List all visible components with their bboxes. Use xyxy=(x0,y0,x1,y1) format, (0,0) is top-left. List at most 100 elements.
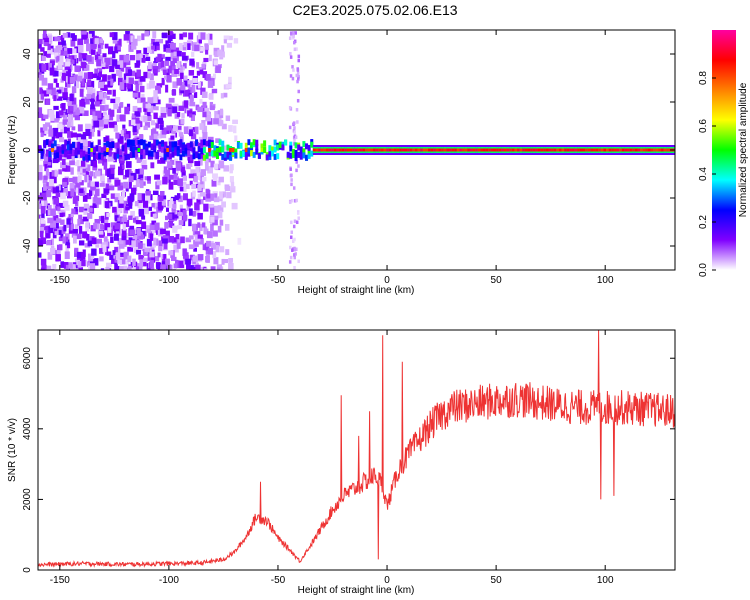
heatmap-cell xyxy=(75,109,80,115)
heatmap-cell xyxy=(200,87,206,95)
heatmap-cell xyxy=(307,152,311,159)
heatmap-cell xyxy=(43,183,48,191)
colorbar-label: Normalized spectral amplitude xyxy=(738,82,749,217)
heatmap-cell xyxy=(45,139,49,146)
heatmap-cell xyxy=(99,232,106,238)
heatmap-cell xyxy=(91,80,95,88)
heatmap-cell xyxy=(373,148,377,152)
heatmap-cell xyxy=(139,234,145,240)
heatmap-cell xyxy=(200,169,206,176)
heatmap-cell xyxy=(564,148,568,152)
heatmap-cell xyxy=(566,148,570,152)
heatmap-cell xyxy=(218,146,222,153)
heatmap-cell xyxy=(148,206,152,211)
heatmap-cell xyxy=(608,148,612,152)
heatmap-cell xyxy=(592,148,596,152)
heatmap-cell xyxy=(192,153,196,160)
heatmap-cell xyxy=(208,39,213,46)
heatmap-cell xyxy=(72,149,76,156)
heatmap-cell xyxy=(90,142,94,149)
heatmap-cell xyxy=(52,175,57,184)
heatmap-cell xyxy=(155,262,161,268)
heatmap-cell xyxy=(82,216,89,222)
heatmap-cell xyxy=(125,169,130,178)
heatmap-cell xyxy=(47,160,52,166)
heatmap-cell xyxy=(61,72,66,81)
heatmap-cell xyxy=(181,170,186,177)
heatmap-cell xyxy=(47,209,51,216)
heatmap-cell xyxy=(409,148,413,152)
heatmap-cell xyxy=(113,124,118,132)
heatmap-cell xyxy=(289,145,293,152)
heatmap-cell xyxy=(53,140,57,147)
heatmap-cell xyxy=(90,186,97,191)
heatmap-cell xyxy=(98,71,102,78)
heatmap-cell xyxy=(194,202,200,211)
heatmap-cell xyxy=(289,255,293,260)
heatmap-cell xyxy=(69,222,73,231)
heatmap-cell xyxy=(161,127,167,135)
heatmap-cell xyxy=(104,104,109,111)
heatmap-cell xyxy=(91,237,97,244)
heatmap-cell xyxy=(118,200,124,208)
heatmap-cell xyxy=(200,32,206,40)
heatmap-cell xyxy=(200,139,204,146)
heatmap-cell xyxy=(116,148,120,155)
heatmap-cell xyxy=(475,148,479,152)
heatmap-cell xyxy=(92,154,96,161)
heatmap-cell xyxy=(214,241,220,247)
heatmap-cell xyxy=(527,148,531,152)
heatmap-cell xyxy=(135,266,140,270)
heatmap-cell xyxy=(396,148,400,152)
heatmap-cell xyxy=(188,70,195,76)
heatmap-cell xyxy=(290,220,293,225)
heatmap-cell xyxy=(165,40,171,45)
heatmap-cell xyxy=(62,165,68,172)
heatmap-cell xyxy=(182,32,188,38)
heatmap-cell xyxy=(62,43,67,51)
heatmap-cell xyxy=(292,121,296,125)
heatmap-cell xyxy=(284,139,288,146)
heatmap-cell xyxy=(78,71,84,79)
heatmap-cell xyxy=(220,93,224,99)
heatmap-cell xyxy=(79,143,83,150)
heatmap-cell xyxy=(260,148,264,152)
heatmap-cell xyxy=(43,40,50,47)
heatmap-cell xyxy=(430,148,434,152)
heatmap-cell xyxy=(291,239,295,243)
heatmap-cell xyxy=(96,110,102,119)
heatmap-cell xyxy=(57,61,63,70)
heatmap-cell xyxy=(139,53,143,59)
heatmap-cell xyxy=(40,237,47,245)
heatmap-cell xyxy=(40,267,45,270)
heatmap-cell xyxy=(188,32,194,40)
heatmap-cell xyxy=(189,145,193,152)
colorbar-tick-label: 0.0 xyxy=(698,263,709,277)
heatmap-cell xyxy=(143,47,149,55)
heatmap-cell xyxy=(297,144,301,151)
heatmap-cell xyxy=(230,186,236,193)
heatmap-cell xyxy=(55,192,62,198)
heatmap-cell xyxy=(130,70,136,77)
heatmap-cell xyxy=(197,222,201,228)
heatmap-cell xyxy=(44,63,49,71)
heatmap-cell xyxy=(106,212,111,217)
heatmap-cell xyxy=(83,64,90,71)
heatmap-cell xyxy=(153,106,159,111)
heatmap-cell xyxy=(200,181,205,190)
heatmap-cell xyxy=(173,53,178,61)
heatmap-cell xyxy=(189,161,193,167)
heatmap-cell xyxy=(210,150,214,157)
heatmap-cell xyxy=(72,187,76,196)
heatmap-cell xyxy=(168,65,172,74)
heatmap-cell xyxy=(100,151,104,158)
heatmap-cell xyxy=(115,61,121,69)
heatmap-cell xyxy=(53,95,57,102)
heatmap-cell xyxy=(74,258,80,266)
heatmap-cell xyxy=(158,143,162,150)
heatmap-cell xyxy=(192,255,198,262)
heatmap-cell xyxy=(55,254,61,262)
heatmap-cell xyxy=(94,170,101,177)
heatmap-cell xyxy=(124,106,130,115)
heatmap-cell xyxy=(291,152,295,159)
